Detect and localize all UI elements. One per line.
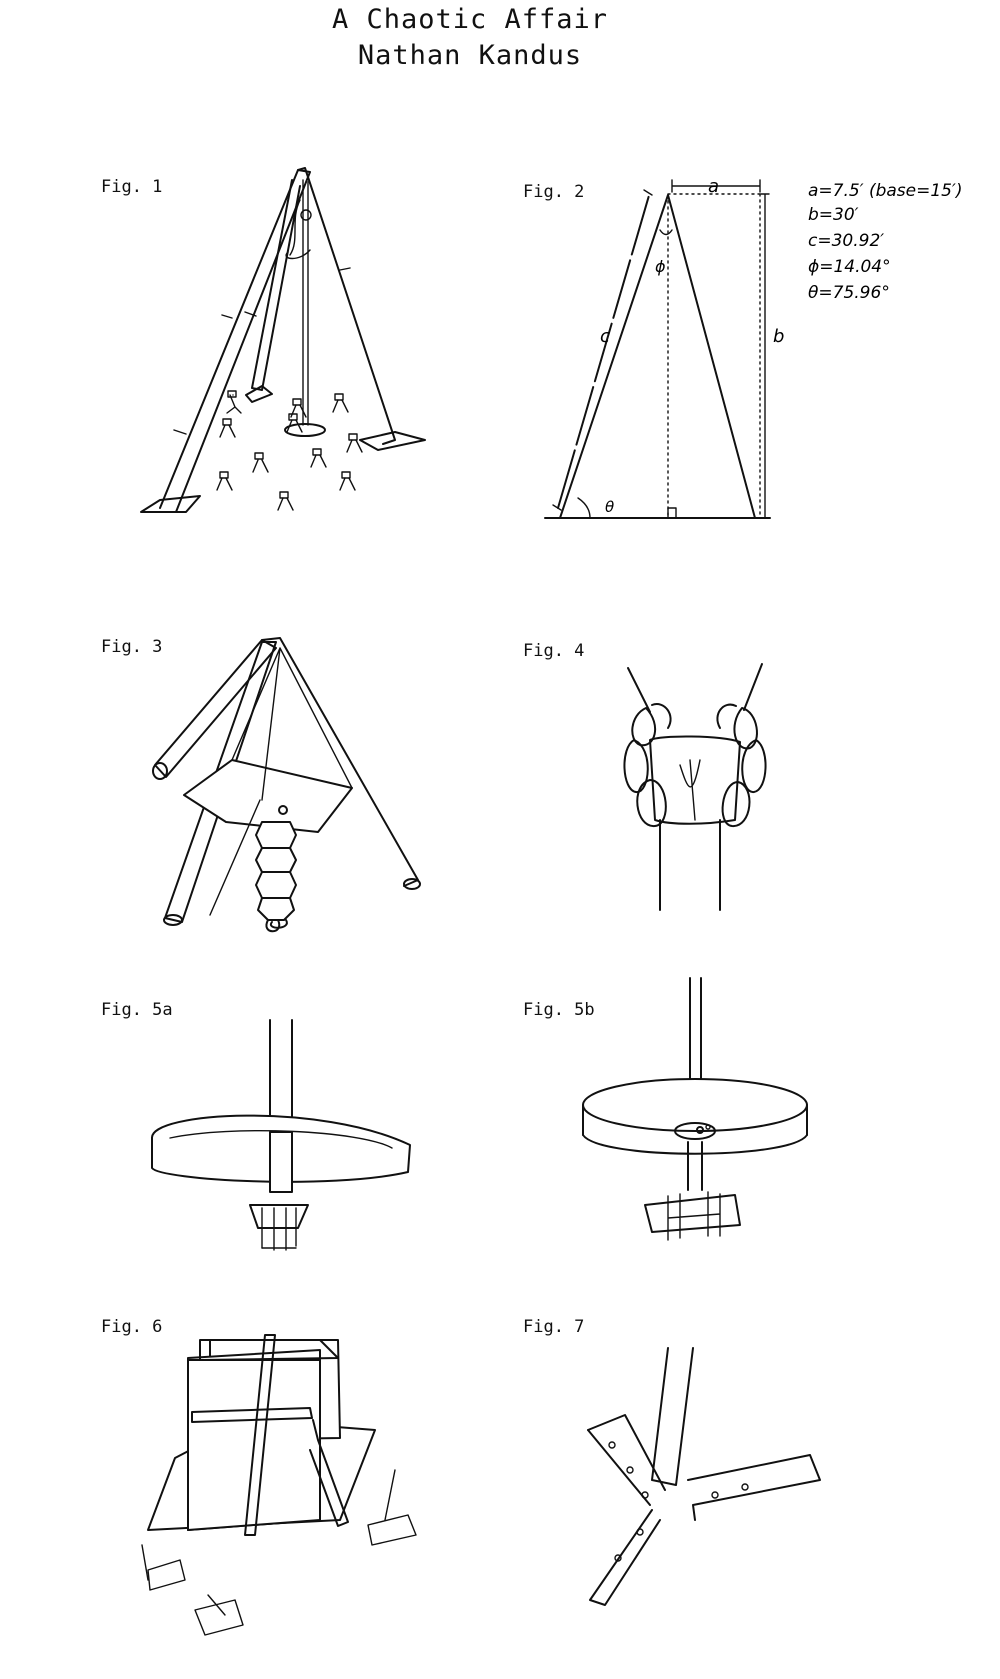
page-author: Nathan Kandus bbox=[357, 40, 583, 71]
fig7-footplate-drawing bbox=[587, 1347, 821, 1606]
fig4-chain-drawing bbox=[623, 663, 767, 911]
page-title: A Chaotic Affair bbox=[331, 4, 609, 35]
fig3-label: Fig. 3 bbox=[101, 637, 163, 657]
fig6-block-drawing bbox=[141, 1334, 417, 1636]
fig1-label: Fig. 1 bbox=[101, 177, 163, 197]
fig6-label: Fig. 6 bbox=[101, 1317, 163, 1337]
fig2-label: Fig. 2 bbox=[523, 182, 585, 202]
fig1-tripod-drawing bbox=[140, 167, 426, 513]
fig2-angle-theta-label: θ bbox=[605, 498, 614, 516]
fig5a-label: Fig. 5a bbox=[101, 1000, 173, 1020]
fig2-side-c-label: c bbox=[600, 326, 610, 347]
fig2-side-a-label: a bbox=[708, 176, 719, 197]
fig3-apex-drawing bbox=[152, 637, 421, 933]
fig2-measurements: a=7.5′ (base=15′) b=30′ c=30.92′ ϕ=14.04… bbox=[808, 181, 963, 303]
fig5b-label: Fig. 5b bbox=[523, 1000, 595, 1020]
fig5a-ring-drawing bbox=[150, 1019, 411, 1251]
measurement-a: a=7.5′ (base=15′) bbox=[808, 181, 963, 201]
measurement-theta: θ=75.96° bbox=[808, 283, 890, 303]
measurement-phi: ϕ=14.04° bbox=[808, 257, 891, 277]
fig5b-disc-drawing bbox=[582, 977, 808, 1241]
fig1-stakes bbox=[216, 390, 363, 511]
fig7-label: Fig. 7 bbox=[523, 1317, 585, 1337]
fig2-triangle-diagram bbox=[544, 179, 771, 519]
fig4-right-chain bbox=[716, 703, 767, 828]
fig4-label: Fig. 4 bbox=[523, 641, 585, 661]
fig2-angle-phi-label: ϕ bbox=[655, 257, 666, 276]
fig4-left-chain bbox=[623, 703, 672, 828]
measurement-b: b=30′ bbox=[808, 205, 859, 225]
measurement-c: c=30.92′ bbox=[808, 231, 884, 251]
fig2-side-b-label: b bbox=[773, 326, 784, 347]
fig3-turnbuckle bbox=[255, 821, 297, 921]
